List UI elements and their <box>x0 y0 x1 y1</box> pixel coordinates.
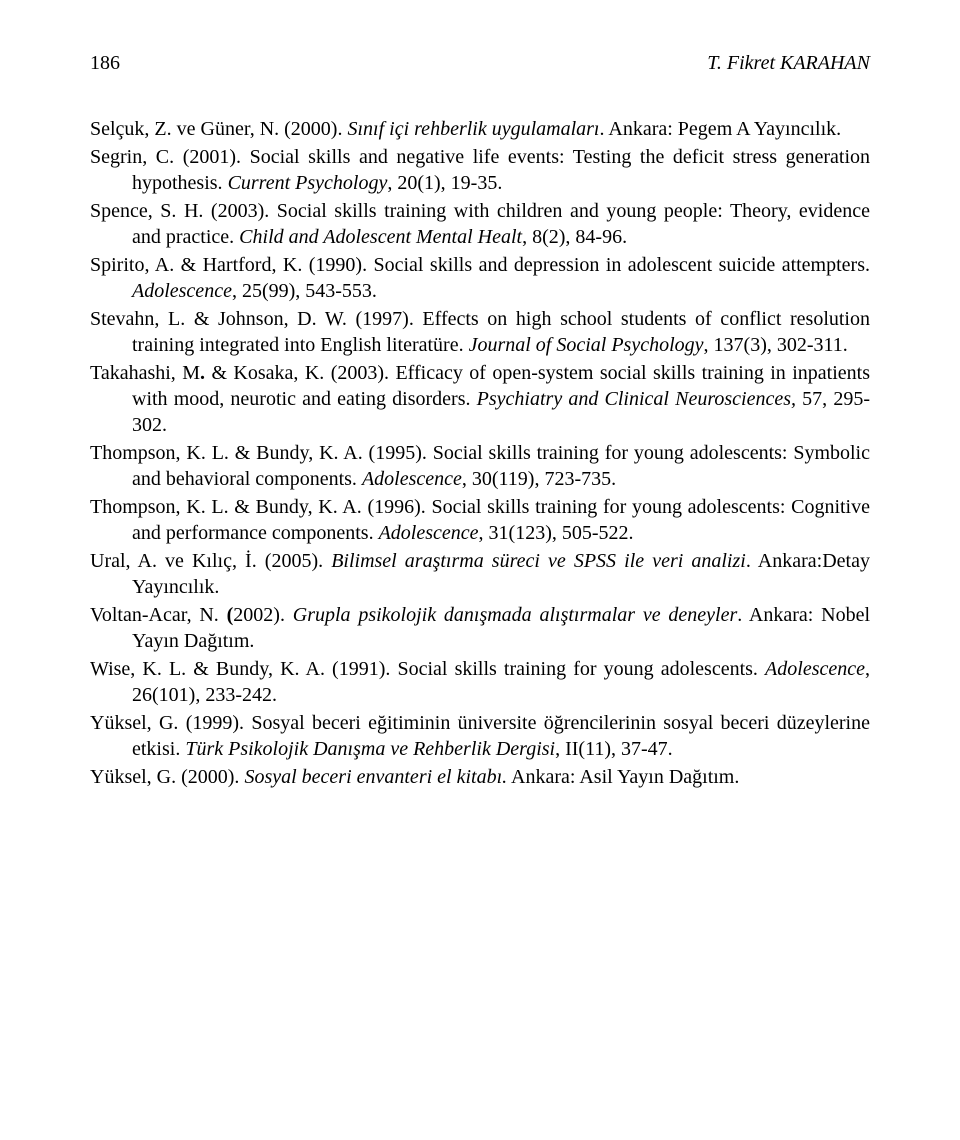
reference-entry: Spence, S. H. (2003). Social skills trai… <box>90 198 870 250</box>
reference-entry: Ural, A. ve Kılıç, İ. (2005). Bilimsel a… <box>90 548 870 600</box>
reference-text: , 137(3), 302-311. <box>704 334 848 356</box>
reference-text: Grupla psikolojik danışmada alıştırmalar… <box>293 604 737 626</box>
reference-text: , 20(1), 19-35. <box>387 172 502 194</box>
reference-text: Child and Adolescent Mental Healt <box>239 226 522 248</box>
reference-text: Psychiatry and Clinical Neurosciences, <box>477 388 796 410</box>
reference-entry: Yüksel, G. (1999). Sosyal beceri eğitimi… <box>90 710 870 762</box>
reference-text: Adolescence <box>379 522 479 544</box>
reference-text: Adolescence <box>362 468 462 490</box>
reference-entry: Thompson, K. L. & Bundy, K. A. (1996). S… <box>90 494 870 546</box>
reference-entry: Yüksel, G. (2000). Sosyal beceri envante… <box>90 764 870 790</box>
reference-text: Sınıf içi rehberlik uygulamaları <box>347 118 599 140</box>
reference-text: Türk Psikolojik Danışma ve Rehberlik Der… <box>185 738 555 760</box>
reference-text: , 8(2), 84-96. <box>522 226 627 248</box>
page-header: 186 T. Fikret KARAHAN <box>90 50 870 76</box>
page-number: 186 <box>90 50 120 76</box>
reference-text: Bilimsel araştırma süreci ve SPSS ile ve… <box>331 550 746 572</box>
reference-text: Adolescence <box>132 280 232 302</box>
reference-text: , 30(119), 723-735. <box>462 468 616 490</box>
reference-text: , 25(99), 543-553. <box>232 280 377 302</box>
reference-text: Yüksel, G. (2000). <box>90 766 244 788</box>
reference-entry: Stevahn, L. & Johnson, D. W. (1997). Eff… <box>90 306 870 358</box>
reference-entry: Wise, K. L. & Bundy, K. A. (1991). Socia… <box>90 656 870 708</box>
reference-entry: Spirito, A. & Hartford, K. (1990). Socia… <box>90 252 870 304</box>
reference-text: Takahashi, M <box>90 362 200 384</box>
reference-text: Current Psychology <box>228 172 388 194</box>
reference-text: . Ankara: Pegem A Yayıncılık. <box>600 118 842 140</box>
reference-text: 2002). <box>233 604 292 626</box>
reference-entry: Selçuk, Z. ve Güner, N. (2000). Sınıf iç… <box>90 116 870 142</box>
reference-text: Journal of Social Psychology <box>469 334 704 356</box>
references-list: Selçuk, Z. ve Güner, N. (2000). Sınıf iç… <box>90 116 870 790</box>
reference-text: Wise, K. L. & Bundy, K. A. (1991). Socia… <box>90 658 765 680</box>
reference-text: Spirito, A. & Hartford, K. (1990). Socia… <box>90 254 870 276</box>
reference-text: Ural, A. ve Kılıç, İ. (2005). <box>90 550 331 572</box>
reference-text: Selçuk, Z. ve Güner, N. (2000). <box>90 118 347 140</box>
reference-entry: Thompson, K. L. & Bundy, K. A. (1995). S… <box>90 440 870 492</box>
reference-entry: Takahashi, M. & Kosaka, K. (2003). Effic… <box>90 360 870 438</box>
reference-entry: Voltan-Acar, N. (2002). Grupla psikoloji… <box>90 602 870 654</box>
reference-text: Adolescence <box>765 658 865 680</box>
header-author: T. Fikret KARAHAN <box>707 50 870 76</box>
reference-text: Voltan-Acar, N. <box>90 604 227 626</box>
reference-text: , II(11), 37-47. <box>555 738 673 760</box>
reference-entry: Segrin, C. (2001). Social skills and neg… <box>90 144 870 196</box>
reference-text: Sosyal beceri envanteri el kitabı. <box>244 766 507 788</box>
reference-text: Ankara: Asil Yayın Dağıtım. <box>507 766 739 788</box>
reference-text: , 31(123), 505-522. <box>479 522 634 544</box>
